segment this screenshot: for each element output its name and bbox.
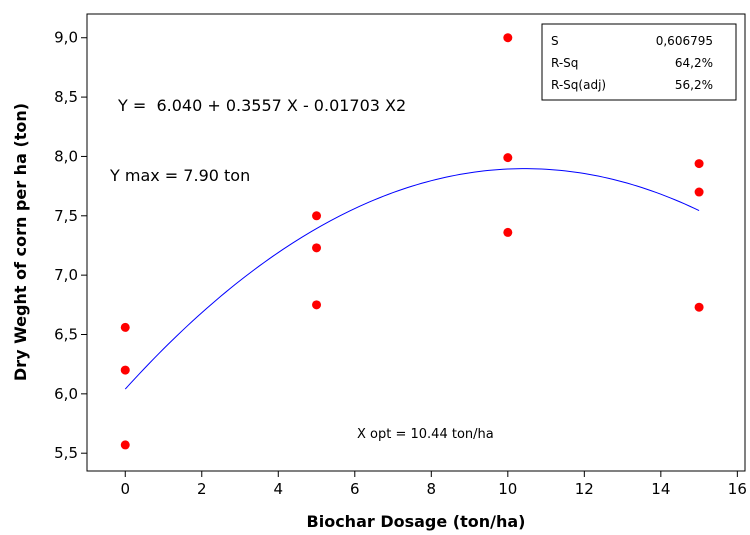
y-tick-label: 9,0 [54, 29, 78, 47]
x-axis-ticks: 0 2 4 6 8 10 12 14 16 [120, 471, 747, 498]
x-tick-label: 12 [575, 480, 594, 498]
stat-value-rsq: 64,2% [675, 56, 713, 70]
stat-value-s: 0,606795 [656, 34, 713, 48]
x-tick-label: 4 [274, 480, 284, 498]
y-tick-label: 5,5 [54, 444, 78, 462]
x-tick-label: 16 [728, 480, 747, 498]
data-point [694, 302, 704, 312]
stat-label-s: S [551, 34, 559, 48]
x-tick-label: 8 [427, 480, 437, 498]
data-point [120, 322, 130, 332]
data-point [503, 153, 513, 163]
x-tick-label: 2 [197, 480, 207, 498]
stat-label-rsq: R-Sq [551, 56, 578, 70]
data-point [120, 440, 130, 450]
data-point [503, 227, 513, 237]
x-axis-title: Biochar Dosage (ton/ha) [307, 512, 526, 531]
x-tick-label: 6 [350, 480, 360, 498]
data-points [120, 33, 704, 450]
stats-box: S 0,606795 R-Sq 64,2% R-Sq(adj) 56,2% [541, 23, 737, 101]
equation-annotation: Y = 6.040 + 0.3557 X - 0.01703 X2 [117, 96, 406, 115]
y-tick-label: 6,5 [54, 325, 78, 343]
xopt-annotation: X opt = 10.44 ton/ha [357, 427, 494, 442]
y-tick-label: 6,0 [54, 385, 78, 403]
data-point [312, 211, 322, 221]
x-tick-label: 10 [498, 480, 517, 498]
x-tick-label: 0 [120, 480, 130, 498]
data-point [312, 300, 322, 310]
data-point [503, 33, 513, 43]
y-axis-title: Dry Weght of corn per ha (ton) [11, 103, 30, 381]
y-tick-label: 8,0 [54, 147, 78, 165]
y-tick-label: 7,0 [54, 266, 78, 284]
y-axis-ticks: 5,5 6,0 6,5 7,0 7,5 8,0 8,5 9,0 [54, 29, 87, 462]
y-tick-label: 8,5 [54, 88, 78, 106]
x-tick-label: 14 [651, 480, 670, 498]
ymax-annotation: Y max = 7.90 ton [109, 166, 250, 185]
data-point [312, 243, 322, 253]
stat-value-rsq-adj: 56,2% [675, 78, 713, 92]
data-point [694, 159, 704, 169]
fit-curve [124, 168, 700, 390]
y-tick-label: 7,5 [54, 207, 78, 225]
data-point [694, 187, 704, 197]
stat-label-rsq-adj: R-Sq(adj) [551, 78, 606, 92]
data-point [120, 365, 130, 375]
